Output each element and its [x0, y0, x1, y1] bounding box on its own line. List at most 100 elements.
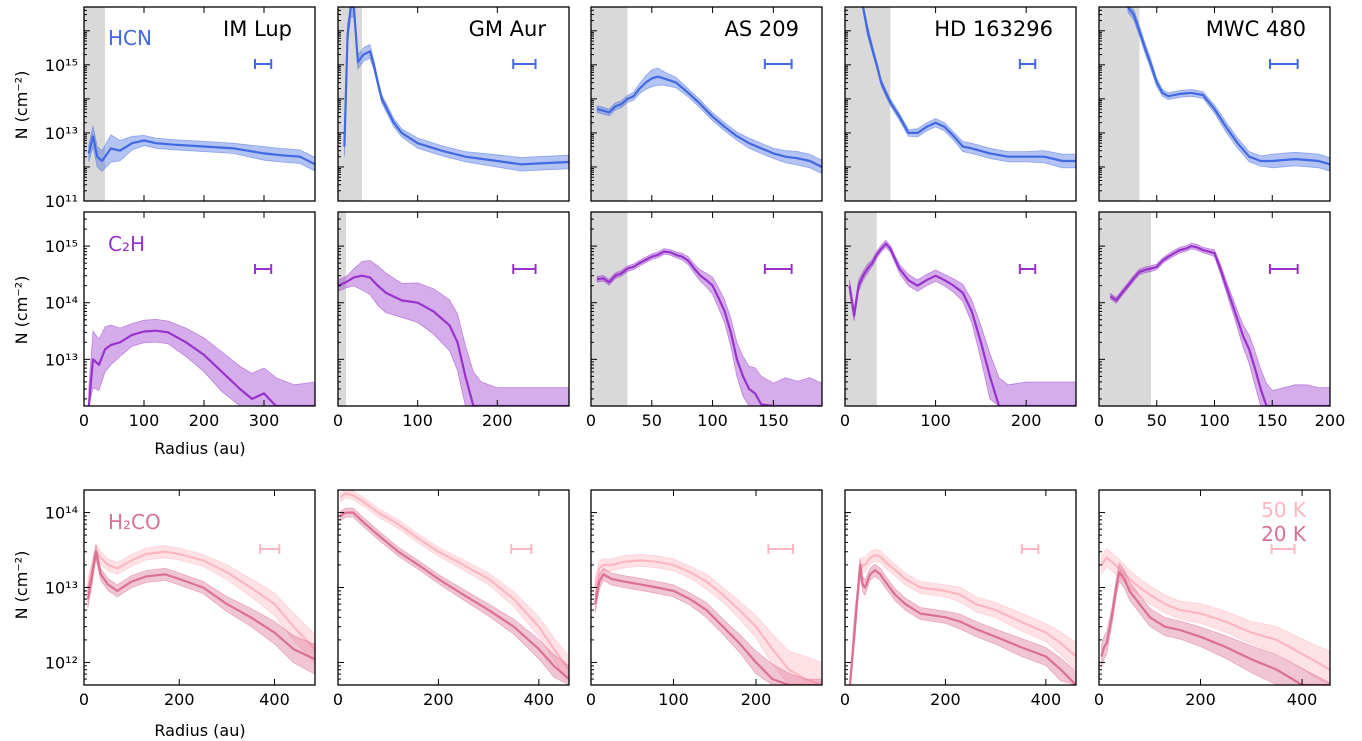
x-tick-label: 100: [1199, 411, 1230, 430]
x-tick-label: 200: [1315, 411, 1346, 430]
beam-size-bar: [763, 59, 793, 69]
inner-mask-region: [845, 212, 877, 406]
panel-c2h-gm-aur: 0 100 200: [333, 211, 570, 430]
molecule-label-hcn: HCN: [108, 26, 152, 50]
beam-size-bar: [763, 264, 793, 274]
plot-area-h2co-hd-163296: [848, 548, 1076, 685]
panel-hcn-hd-163296: [844, 6, 1077, 202]
profile-line-hcn: [87, 135, 315, 166]
x-tick-label: 300: [249, 411, 280, 430]
panel-h2co-im-lup: 10¹² 10¹³ 10¹⁴ 0 200 400: [45, 489, 316, 709]
uncertainty-band-20-k: [849, 557, 1076, 685]
x-tick-label: 0: [333, 690, 343, 709]
plot-area-h2co-gm-aur: [339, 490, 569, 685]
x-tick-label: 100: [402, 411, 433, 430]
x-tick-label: 100: [658, 690, 689, 709]
y-tick-label: 10¹⁴: [45, 294, 78, 313]
x-tick-label: 0: [1094, 411, 1104, 430]
panel-h2co-mwc-480: 0 200 400: [1094, 489, 1331, 709]
plot-area-h2co-as-209: [594, 553, 822, 685]
title-hd-163296: HD 163296: [934, 17, 1053, 41]
profile-line-20-k: [848, 563, 1076, 685]
beam-size-bar: [1268, 264, 1299, 274]
panel-hcn-gm-aur: [337, 6, 570, 202]
beam-size-bar: [1018, 59, 1037, 69]
inner-mask-region: [1099, 212, 1151, 406]
legend-50k: 50 K: [1261, 498, 1307, 522]
panels: 10¹¹ 10¹³ 10¹⁵ 10¹³ 10¹⁴ 10¹⁵ 0 100 200 300 0 100 20…: [45, 6, 1346, 709]
beam-size-bar: [1020, 544, 1040, 554]
x-tick-label: 200: [741, 690, 772, 709]
profile-line-50-k: [339, 492, 569, 671]
title-gm-aur: GM Aur: [469, 17, 547, 41]
x-tick-label: 100: [129, 411, 160, 430]
profile-line-20-k: [594, 573, 822, 685]
uncertainty-band-hcn: [88, 125, 315, 172]
x-tick-label: 400: [524, 690, 555, 709]
uncertainty-band-50-k: [849, 548, 1076, 685]
profile-line-hcn: [862, 7, 1076, 163]
x-tick-label: 400: [259, 690, 290, 709]
title-as-209: AS 209: [725, 17, 799, 41]
profile-line-c2h: [848, 242, 1076, 406]
profile-line-50-k: [848, 554, 1076, 685]
uncertainty-band-hcn: [1127, 7, 1330, 172]
beam-size-bar: [1270, 544, 1296, 554]
y-tick-label: 10¹⁴: [45, 504, 78, 523]
profile-line-50-k: [594, 559, 822, 685]
uncertainty-band-50-k: [1101, 548, 1330, 685]
x-tick-label: 50: [642, 411, 662, 430]
x-tick-label: 0: [333, 411, 343, 430]
profile-line-20-k: [339, 511, 569, 680]
x-tick-label: 100: [697, 411, 728, 430]
profile-line-hcn: [343, 7, 569, 166]
beam-size-bar: [1018, 264, 1037, 274]
beam-size-bar: [510, 544, 533, 554]
panel-hcn-im-lup: 10¹¹ 10¹³ 10¹⁵: [45, 6, 316, 211]
x-tick-label: 400: [1287, 690, 1318, 709]
beam-size-bar: [512, 59, 537, 69]
uncertainty-band-c2h: [849, 239, 1076, 406]
x-tick-label: 200: [930, 690, 961, 709]
inner-mask-region: [84, 7, 105, 201]
x-tick-label: 50: [1147, 411, 1167, 430]
beam-size-bar: [767, 544, 795, 554]
inner-mask-region: [338, 212, 346, 406]
profile-line-50-k: [1100, 556, 1330, 671]
panel-hcn-as-209: [590, 6, 823, 202]
xlabel-row-h2co: Radius (au): [154, 721, 245, 740]
x-tick-label: 400: [1031, 690, 1062, 709]
molecule-label-h2co: H₂CO: [108, 510, 161, 534]
uncertainty-band-c2h: [88, 318, 315, 406]
x-tick-label: 200: [1185, 690, 1216, 709]
x-tick-label: 0: [79, 690, 89, 709]
y-tick-label: 10¹⁵: [45, 237, 78, 256]
uncertainty-band-20-k: [340, 507, 569, 685]
x-tick-label: 200: [189, 411, 220, 430]
x-tick-label: 0: [586, 411, 596, 430]
uncertainty-band-50-k: [340, 490, 569, 684]
axes-frame: [844, 211, 1077, 407]
ylabel-row-h2co: N (cm⁻²): [12, 551, 31, 620]
beam-size-bar: [259, 544, 281, 554]
x-tick-label: 0: [840, 690, 850, 709]
panel-c2h-im-lup: 10¹³ 10¹⁴ 10¹⁵ 0 100 200 300: [45, 211, 316, 430]
x-tick-label: 150: [758, 411, 789, 430]
beam-size-bar: [512, 264, 537, 274]
x-tick-label: 0: [1094, 690, 1104, 709]
plot-area-c2h-as-209: [591, 212, 822, 406]
axes-frame: [590, 211, 823, 407]
axes-frame: [337, 211, 570, 407]
plot-area-hcn-as-209: [591, 7, 822, 201]
profile-line-c2h: [87, 329, 315, 406]
panel-c2h-hd-163296: 0 100 200: [840, 211, 1077, 430]
x-tick-label: 200: [482, 411, 513, 430]
y-tick-label: 10¹⁵: [45, 56, 78, 75]
profile-line-c2h: [596, 250, 822, 406]
uncertainty-band-c2h: [596, 248, 822, 406]
profile-line-c2h: [1109, 245, 1330, 406]
profile-line-20-k: [86, 550, 315, 661]
panel-h2co-as-209: 0 100 200: [586, 489, 823, 709]
plot-area-hcn-gm-aur: [338, 7, 569, 201]
inner-mask-region: [338, 7, 362, 201]
